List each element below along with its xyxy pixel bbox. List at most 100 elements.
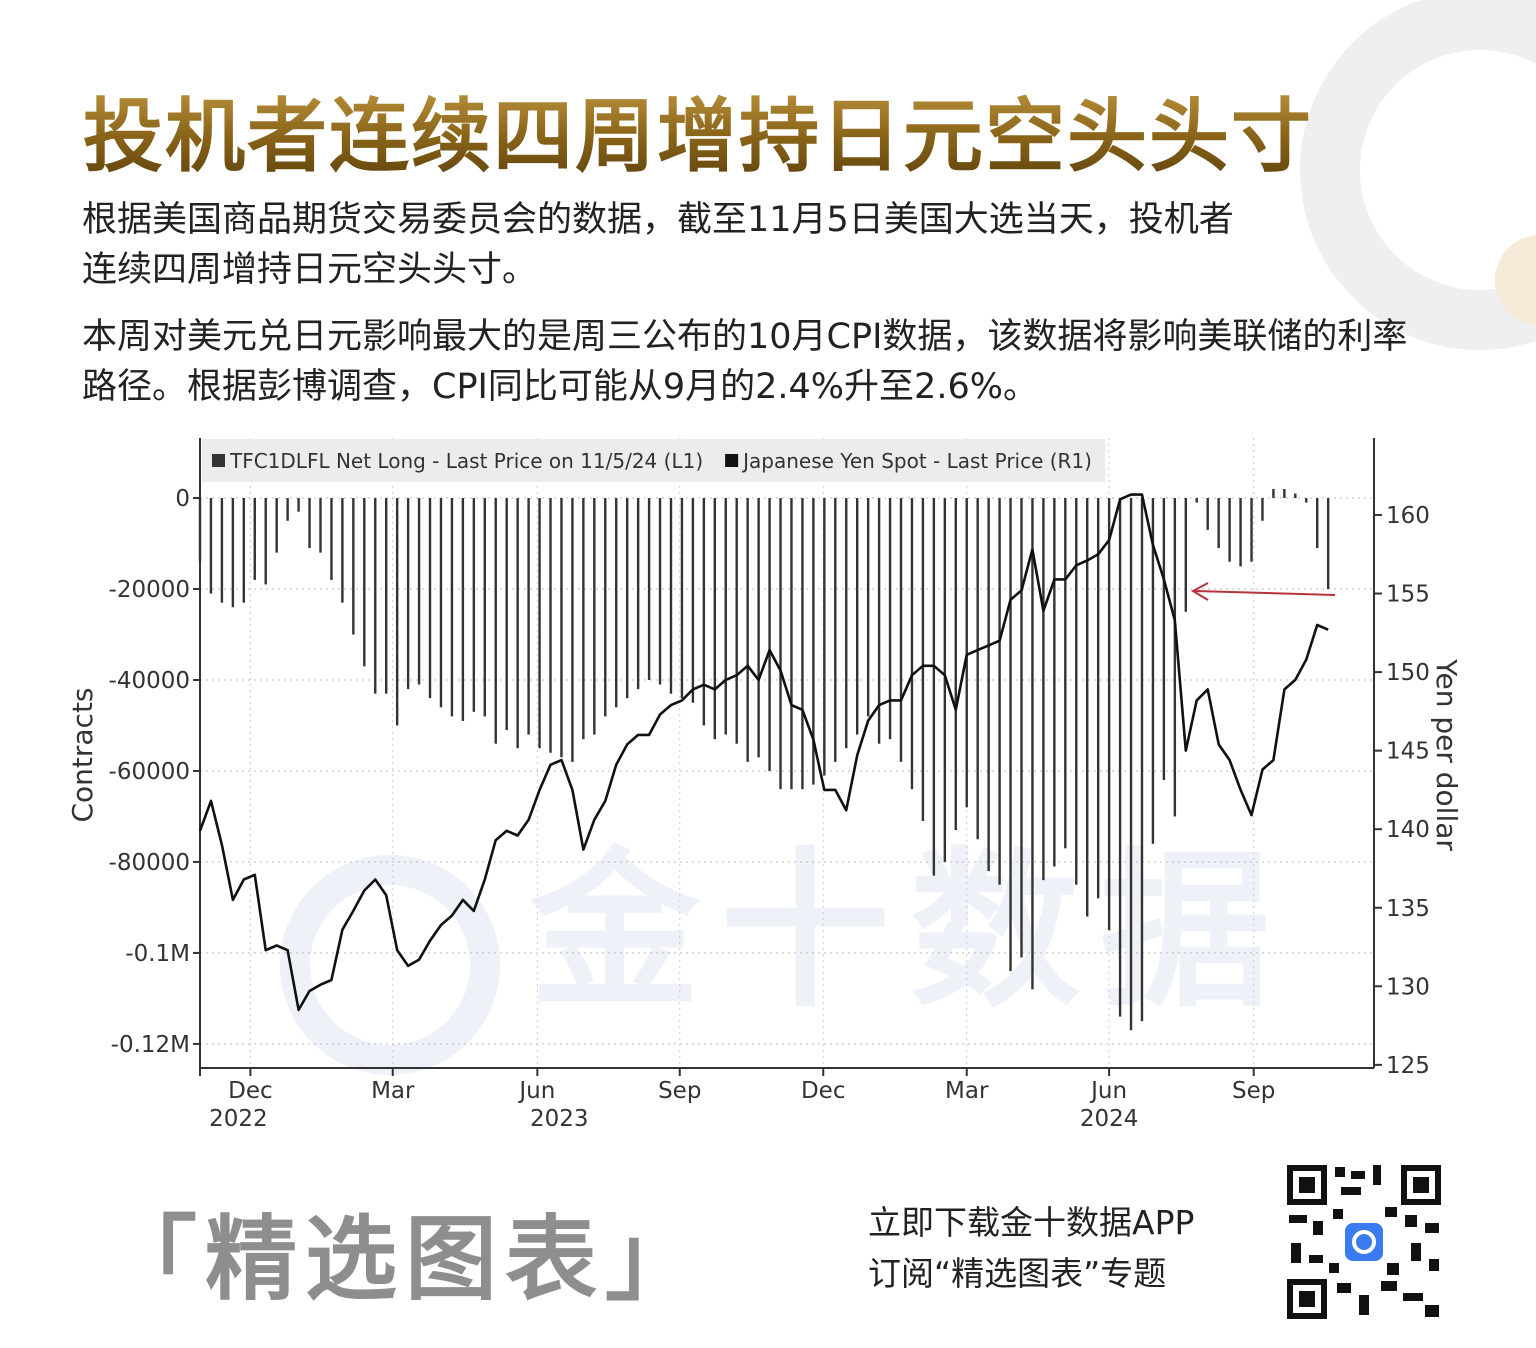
bar [461, 498, 465, 721]
bar [1326, 498, 1330, 590]
bar [450, 498, 454, 717]
bar [538, 498, 541, 749]
legend-box [202, 439, 1105, 482]
y2-tick-label: 150 [1386, 660, 1430, 686]
bar [790, 498, 793, 790]
y2-tick-label: 125 [1386, 1053, 1430, 1079]
qr-code[interactable] [1285, 1163, 1443, 1321]
y-tick-label: -0.12M [111, 1032, 190, 1058]
y-axis-title: Contracts [66, 687, 99, 822]
bar [253, 498, 256, 580]
bar [888, 498, 892, 740]
y-tick-label: -20000 [109, 577, 190, 603]
bar [560, 498, 563, 758]
x-tick-label: Dec [228, 1078, 273, 1104]
bar [1316, 498, 1319, 549]
legend-label: TFC1DLFL Net Long - Last Price on 11/5/2… [229, 449, 703, 473]
bar [1250, 498, 1253, 562]
bar [1184, 498, 1187, 612]
bar [943, 498, 947, 862]
bar [374, 498, 377, 694]
bar [691, 498, 695, 703]
bar [472, 498, 476, 712]
bar [1020, 498, 1023, 958]
bar [1140, 498, 1144, 1022]
bar [954, 498, 957, 831]
x-tick-label: Sep [658, 1078, 701, 1104]
bar [1206, 498, 1209, 530]
y2-tick-label: 140 [1386, 817, 1430, 843]
bar [1195, 498, 1198, 503]
bar [286, 498, 289, 521]
bar [921, 498, 925, 822]
bar [505, 498, 508, 731]
bar [910, 498, 914, 790]
bar [702, 498, 706, 726]
bar [680, 498, 684, 699]
bar [845, 498, 848, 749]
bar [899, 498, 903, 762]
annotation-arrowhead [1190, 582, 1209, 601]
y-tick-label: 0 [175, 486, 190, 512]
bar [801, 498, 804, 790]
bar [242, 498, 246, 603]
bar [571, 498, 574, 762]
bar [615, 498, 618, 708]
bar [1031, 498, 1034, 990]
bar [823, 498, 826, 776]
cta-text: 订阅“精选图表”专题 [868, 1254, 1167, 1293]
bar [198, 498, 202, 562]
bar [976, 498, 979, 840]
bar [1283, 488, 1286, 499]
bar [1272, 488, 1275, 499]
bar [1096, 498, 1100, 899]
bar [1239, 498, 1242, 567]
y-tick-label: -80000 [109, 850, 190, 876]
bar [385, 498, 388, 694]
bar [395, 498, 399, 726]
y-tick-label: -60000 [109, 759, 190, 785]
bar [1261, 498, 1264, 521]
x-tick-label: Jun [517, 1078, 555, 1104]
bar [1173, 498, 1177, 817]
bar [965, 498, 968, 808]
bar [549, 498, 552, 753]
bar [483, 498, 486, 717]
watermark-logo [280, 855, 500, 1075]
y2-tick-label: 135 [1386, 896, 1430, 922]
bar [855, 498, 859, 735]
legend-label: Japanese Yen Spot - Last Price (R1) [741, 449, 1092, 473]
x-tick-label: Sep [1232, 1078, 1275, 1104]
bar [341, 498, 344, 603]
paragraph: 根据美国商品期货交易委员会的数据，截至11月5日美国大选当天，投机者连续四周增持… [82, 200, 1234, 290]
bar [593, 498, 596, 735]
bar [779, 498, 782, 790]
bar [1064, 498, 1067, 849]
bar [669, 498, 673, 694]
y-tick-label: -0.1M [125, 941, 190, 967]
bar [209, 498, 213, 594]
bar [308, 498, 311, 549]
y2-axis-title: Yen per dollar [1430, 658, 1463, 851]
y2-tick-label: 160 [1386, 503, 1430, 529]
bar [406, 498, 410, 690]
y2-tick-label: 130 [1386, 974, 1430, 1000]
annotation-arrow [1194, 590, 1336, 596]
bar [297, 498, 300, 512]
cta-text: 立即下载金十数据APP [868, 1203, 1195, 1242]
bar [417, 498, 421, 685]
x-year-label: 2023 [530, 1106, 589, 1132]
bar [527, 498, 530, 735]
bar [625, 498, 629, 699]
qr-pattern [1287, 1165, 1441, 1319]
brand: 「精选图表」 [105, 1206, 706, 1313]
bar [647, 498, 651, 680]
chart-background [150, 425, 1465, 1135]
bar [735, 498, 738, 744]
bar [746, 498, 749, 762]
bar [1305, 498, 1308, 503]
bar [231, 498, 235, 608]
deco-ring [1300, 0, 1536, 350]
